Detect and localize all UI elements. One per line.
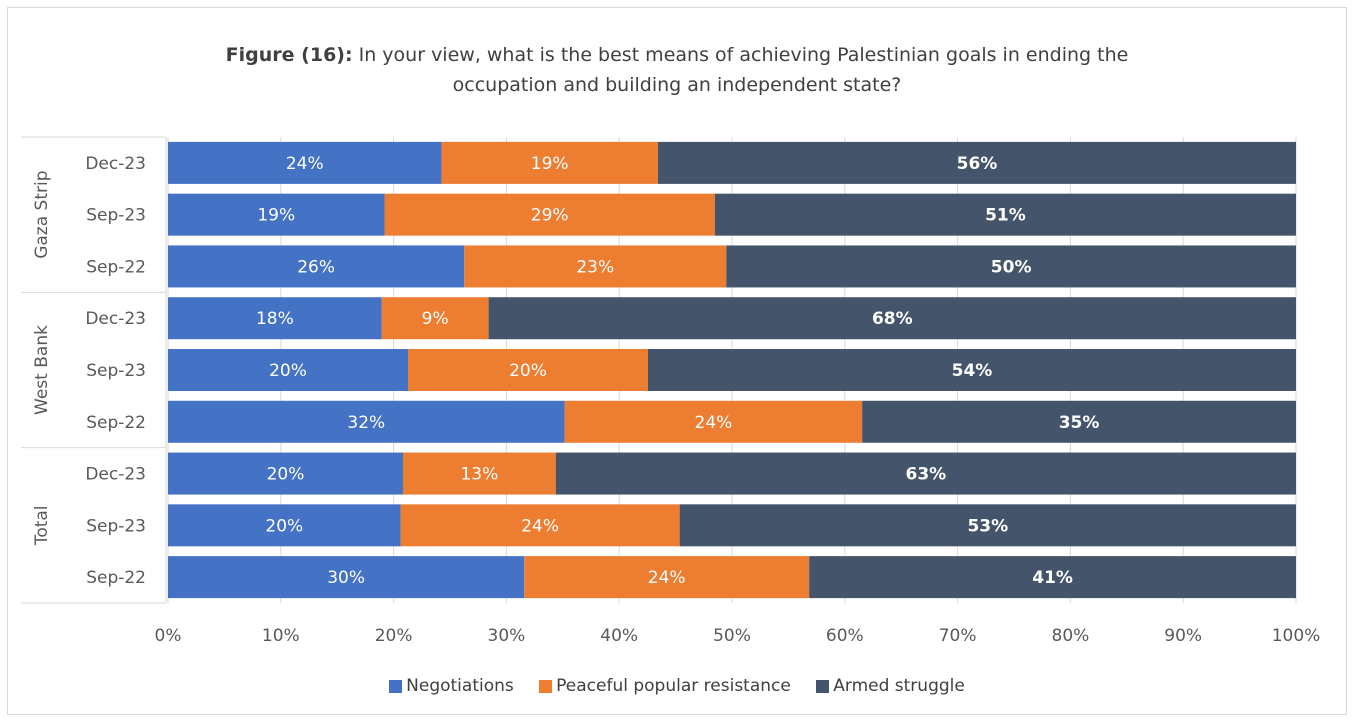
- x-tick-label: 80%: [1052, 626, 1090, 646]
- bar-segment: [464, 245, 727, 288]
- data-label: 20%: [267, 465, 305, 485]
- data-label: 68%: [872, 309, 913, 329]
- x-tick-label: 100%: [1272, 626, 1321, 646]
- bar-segment: [862, 400, 1296, 443]
- x-tick-label: 30%: [488, 626, 526, 646]
- data-label: 56%: [957, 154, 998, 174]
- legend-swatch-armed-struggle: [816, 679, 830, 693]
- bar-segment: [564, 400, 863, 443]
- data-label: 23%: [576, 257, 614, 277]
- legend-swatch-peaceful-resistance: [539, 679, 553, 693]
- legend-label-negotiations: Negotiations: [406, 676, 514, 696]
- row-label: Dec-23: [85, 154, 146, 174]
- x-tick-label: 20%: [375, 626, 413, 646]
- bar-segment: [488, 297, 1296, 340]
- chart-title: Figure (16): In your view, what is the b…: [0, 40, 1354, 100]
- data-label: 26%: [297, 257, 335, 277]
- data-label: 51%: [985, 206, 1026, 226]
- data-label: 41%: [1032, 568, 1073, 588]
- x-tick-label: 90%: [1164, 626, 1202, 646]
- data-label: 24%: [648, 568, 686, 588]
- bar-segment: [408, 349, 648, 391]
- bar-segment: [441, 141, 658, 184]
- data-label: 20%: [269, 361, 307, 381]
- row-label: Sep-23: [86, 361, 146, 381]
- row-label: Sep-22: [86, 413, 146, 433]
- bar-segment: [657, 141, 1296, 184]
- data-label: 63%: [906, 465, 947, 485]
- data-label: 20%: [509, 361, 547, 381]
- bar-segment: [168, 141, 442, 184]
- bar-segment: [168, 556, 525, 599]
- data-label: 24%: [286, 154, 324, 174]
- chart-title-line-1: In your view, what is the best means of …: [352, 44, 1129, 66]
- bar-segment: [168, 452, 403, 495]
- x-tick-label: 40%: [600, 626, 638, 646]
- bar-segment: [555, 452, 1296, 495]
- bar-segment: [524, 556, 810, 599]
- data-label: 19%: [257, 206, 295, 226]
- bar-segment: [403, 452, 556, 495]
- x-tick-label: 0%: [155, 626, 182, 646]
- legend-item-peaceful-resistance: Peaceful popular resistance: [539, 676, 791, 696]
- bar-segment: [168, 297, 382, 340]
- data-label: 29%: [531, 206, 569, 226]
- bar-segment: [726, 245, 1296, 288]
- row-label: Sep-22: [86, 257, 146, 277]
- bar-segment: [168, 504, 401, 547]
- data-label: 50%: [991, 257, 1032, 277]
- data-label: 19%: [531, 154, 569, 174]
- data-label: 13%: [460, 465, 498, 485]
- legend-label-peaceful-resistance: Peaceful popular resistance: [556, 676, 791, 696]
- row-label: Sep-23: [86, 206, 146, 226]
- row-label: Sep-23: [86, 516, 146, 536]
- chart-title-figure-label: Figure (16):: [225, 44, 353, 66]
- data-label: 24%: [695, 413, 733, 433]
- bar-segment: [168, 245, 465, 288]
- group-label: West Bank: [32, 325, 52, 415]
- legend-swatch-negotiations: [389, 679, 403, 693]
- data-label: 32%: [347, 413, 385, 433]
- data-label: 20%: [265, 516, 303, 536]
- bar-segment: [809, 556, 1296, 599]
- bar-segment: [381, 297, 489, 340]
- x-tick-label: 70%: [939, 626, 977, 646]
- chart-title-line-2: occupation and building an independent s…: [452, 74, 902, 96]
- data-label: 18%: [256, 309, 294, 329]
- data-label: 54%: [952, 361, 993, 381]
- bar-segment: [384, 193, 715, 236]
- legend-label-armed-struggle: Armed struggle: [833, 676, 965, 696]
- group-label: Gaza Strip: [32, 171, 52, 259]
- row-label: Sep-22: [86, 568, 146, 588]
- bar-segment: [168, 349, 408, 391]
- data-label: 35%: [1059, 413, 1100, 433]
- bar-segment: [168, 193, 385, 236]
- bar-segment: [714, 193, 1296, 236]
- chart-legend: Negotiations Peaceful popular resistance…: [0, 676, 1354, 698]
- x-tick-label: 60%: [826, 626, 864, 646]
- bar-segment: [679, 504, 1296, 547]
- row-label: Dec-23: [85, 465, 146, 485]
- legend-item-negotiations: Negotiations: [389, 676, 514, 696]
- legend-item-armed-struggle: Armed struggle: [816, 676, 965, 696]
- x-tick-label: 10%: [262, 626, 300, 646]
- row-label: Dec-23: [85, 309, 146, 329]
- bar-segment: [648, 349, 1296, 391]
- group-label: Total: [32, 505, 52, 546]
- data-label: 9%: [422, 309, 449, 329]
- data-label: 30%: [327, 568, 365, 588]
- bar-segment: [168, 400, 565, 443]
- data-label: 24%: [521, 516, 559, 536]
- bar-segment: [400, 504, 680, 547]
- data-label: 53%: [967, 516, 1008, 536]
- x-tick-label: 50%: [713, 626, 751, 646]
